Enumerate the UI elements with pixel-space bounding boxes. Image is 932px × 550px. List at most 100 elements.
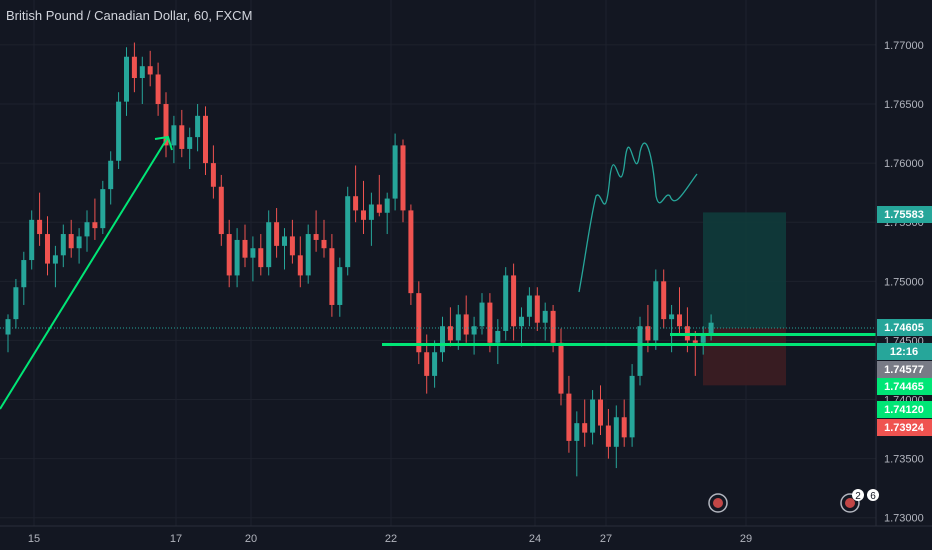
price-tag-bg [877, 361, 932, 378]
candle-body [76, 236, 82, 249]
candlestick-series [5, 42, 714, 477]
candle-body [266, 222, 272, 268]
candle-body [289, 236, 295, 256]
drawing-overlays [0, 135, 876, 410]
candle-body [13, 287, 19, 320]
candle-body [511, 275, 517, 327]
candle-body [526, 295, 532, 317]
price-tag-bg [877, 419, 932, 436]
candle-body [258, 248, 264, 268]
projection-path [578, 142, 698, 293]
event-count-badge[interactable] [852, 489, 864, 501]
price-tag-bg [877, 378, 932, 395]
position-zones [703, 212, 786, 386]
stop-zone [703, 328, 786, 386]
candle-body [534, 295, 540, 323]
candle-body [629, 375, 635, 438]
chart-grid [0, 0, 876, 526]
x-tick-label: 29 [740, 533, 752, 545]
event-count-label: 6 [870, 491, 876, 502]
candle-body [179, 125, 185, 149]
candle-body [653, 281, 659, 341]
candle-body [68, 234, 74, 249]
candle-body [163, 104, 169, 146]
candle-body [337, 267, 343, 305]
candle-body [471, 326, 477, 335]
candle-body [195, 115, 201, 138]
candle-body [329, 248, 335, 305]
x-tick-label: 20 [245, 533, 257, 545]
candle-body [368, 204, 374, 220]
candle-body [408, 210, 414, 294]
candle-body [282, 236, 287, 246]
candle-body [21, 260, 27, 288]
candle-body [432, 352, 438, 376]
candle-body [416, 293, 422, 353]
price-tag-bg [877, 319, 932, 336]
candle-body [45, 234, 50, 264]
candle-body [155, 74, 161, 105]
candle-body [345, 196, 351, 268]
candle-body [147, 66, 153, 75]
candle-body [605, 425, 611, 447]
candle-body [5, 319, 11, 335]
candle-body [455, 314, 461, 341]
candle-body [637, 326, 643, 376]
y-tick-label: 1.77000 [884, 40, 924, 52]
candle-body [313, 234, 319, 240]
uk-flag-icon-inner [845, 498, 855, 508]
candle-body [645, 326, 651, 341]
event-count-label: 2 [855, 491, 861, 502]
candle-body [60, 234, 66, 256]
time-axis[interactable]: 15 17 20 22 24 27 29 [28, 533, 752, 545]
candle-body [100, 189, 106, 229]
candle-body [171, 125, 177, 146]
candle-body [598, 399, 603, 426]
candle-body [52, 255, 58, 264]
candle-body [305, 234, 311, 276]
candle-body [274, 222, 280, 246]
candle-body [519, 316, 524, 327]
candle-body [495, 330, 501, 343]
uk-flag-icon-inner [713, 498, 723, 508]
price-tag-label: 1.74120 [884, 404, 924, 416]
y-tick-label: 1.76000 [884, 158, 924, 170]
candle-body [234, 239, 240, 276]
candle-body [613, 417, 619, 447]
chart-title: British Pound / Canadian Dollar, 60, FXC… [6, 8, 253, 23]
y-tick-label: 1.73000 [884, 513, 924, 525]
price-tag-label: 12:16 [890, 346, 918, 358]
event-count-badge[interactable] [867, 489, 879, 501]
target-zone [703, 212, 786, 329]
candle-body [440, 326, 445, 353]
candle-body [361, 210, 366, 220]
candle-body [582, 423, 588, 433]
x-tick-label: 27 [600, 533, 612, 545]
candle-body [139, 66, 145, 79]
candle-body [661, 281, 667, 320]
candle-body [108, 160, 114, 190]
candle-body [384, 198, 390, 213]
candle-body [29, 219, 35, 261]
candle-body [558, 342, 564, 394]
price-tag-bg [877, 401, 932, 418]
candle-body [621, 417, 627, 438]
candle-body [669, 314, 675, 320]
candle-body [116, 101, 122, 161]
candle-body [92, 222, 98, 229]
price-tag-label: 1.74465 [884, 381, 924, 393]
price-tags: 1.75583 1.74605 12:16 1.74577 1.74465 1.74120… [877, 206, 932, 436]
candle-body [242, 239, 248, 258]
candle-body [463, 314, 469, 335]
candle-body [487, 302, 493, 343]
candle-body [677, 314, 682, 327]
candle-body [124, 56, 129, 102]
price-tag-bg [877, 343, 932, 360]
candle-body [203, 115, 208, 164]
candle-body [574, 423, 580, 441]
price-tag-label: 1.74577 [884, 364, 924, 376]
candle-body [590, 399, 596, 433]
